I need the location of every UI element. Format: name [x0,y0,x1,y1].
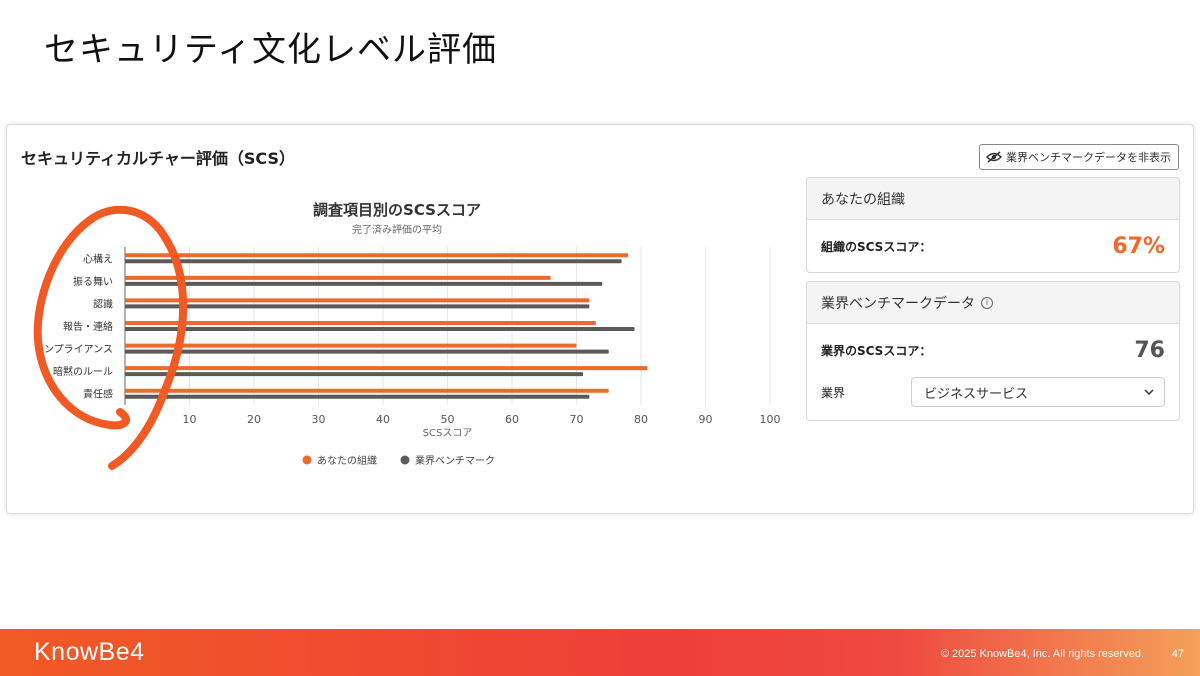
industry-score-value: 76 [1134,337,1165,363]
copyright-text: © 2025 KnowBe4, Inc. All rights reserved… [940,648,1144,660]
bar-benchmark [125,372,583,377]
org-panel: あなたの組織 組織のSCSスコア： 67% [806,177,1180,273]
org-score-value: 67% [1112,233,1165,259]
industry-label: 業界 [821,385,846,400]
x-tick-label: 0 [122,413,129,426]
hide-benchmark-button[interactable]: 業界ベンチマークデータを非表示 [979,144,1179,170]
category-label: 心構え [83,252,113,265]
x-tick-label: 50 [441,413,455,426]
benchmark-header-label: 業界ベンチマークデータ [821,295,975,312]
x-axis-label: SCSスコア [423,428,473,439]
bar-org [125,366,648,371]
scs-card: セキュリティカルチャー評価（SCS） 業界ベンチマークデータを非表示 調査項目別… [6,124,1194,514]
x-tick-label: 70 [570,413,584,426]
hide-benchmark-label: 業界ベンチマークデータを非表示 [1006,151,1171,164]
legend-label: あなたの組織 [317,454,377,467]
category-label: 認識 [93,297,113,310]
industry-select-value: ビジネスサービス [924,386,1029,402]
slide-title: セキュリティ文化レベル評価 [44,30,497,70]
x-tick-label: 100 [760,413,781,426]
category-label: 振る舞い [73,275,113,288]
bar-benchmark [125,281,603,286]
bar-org [125,321,596,325]
category-label: 暗黙のルール [53,365,113,378]
x-tick-label: 40 [376,413,390,426]
bar-benchmark [125,304,590,309]
bar-benchmark [125,327,635,331]
org-panel-header: あなたの組織 [807,178,1179,220]
industry-select[interactable]: ビジネスサービス [911,377,1165,407]
benchmark-panel-header: 業界ベンチマークデータ i [807,282,1179,324]
bar-benchmark [125,259,622,264]
bar-org [125,343,577,348]
x-tick-label: 90 [699,413,713,426]
bar-org [125,298,590,303]
knowbe4-logo: KnowBe4 [34,638,145,666]
legend-marker [400,455,410,465]
bar-org [125,388,609,393]
x-tick-label: 20 [247,413,261,426]
card-title: セキュリティカルチャー評価（SCS） [21,149,295,168]
x-tick-label: 10 [183,413,197,426]
chart-title: 調査項目別のSCSスコア [313,201,481,219]
legend-marker [302,455,312,465]
org-score-label: 組織のSCSスコア： [821,239,932,254]
category-label: 報告・連絡 [63,320,113,333]
x-tick-label: 80 [634,413,648,426]
eye-slash-icon [986,151,1002,163]
industry-score-label: 業界のSCSスコア： [821,343,932,358]
category-label: コンプライアンス [34,344,113,356]
x-tick-label: 60 [505,413,519,426]
bar-benchmark [125,349,609,354]
chart-subtitle: 完了済み評価の平均 [352,223,442,236]
info-icon[interactable]: i [981,296,993,309]
legend-label: 業界ベンチマーク [415,454,495,467]
bar-benchmark [125,394,590,399]
x-tick-label: 30 [312,413,326,426]
page-number: 47 [1171,648,1184,660]
chevron-down-icon [1144,388,1154,396]
bar-org [125,253,629,258]
bar-org [125,275,551,280]
benchmark-panel: 業界ベンチマークデータ i 業界のSCSスコア： 76 業界 ビジネスサービス [806,281,1180,421]
category-label: 責任感 [83,388,113,401]
footer-bar: KnowBe4 © 2025 KnowBe4, Inc. All rights … [0,629,1200,676]
